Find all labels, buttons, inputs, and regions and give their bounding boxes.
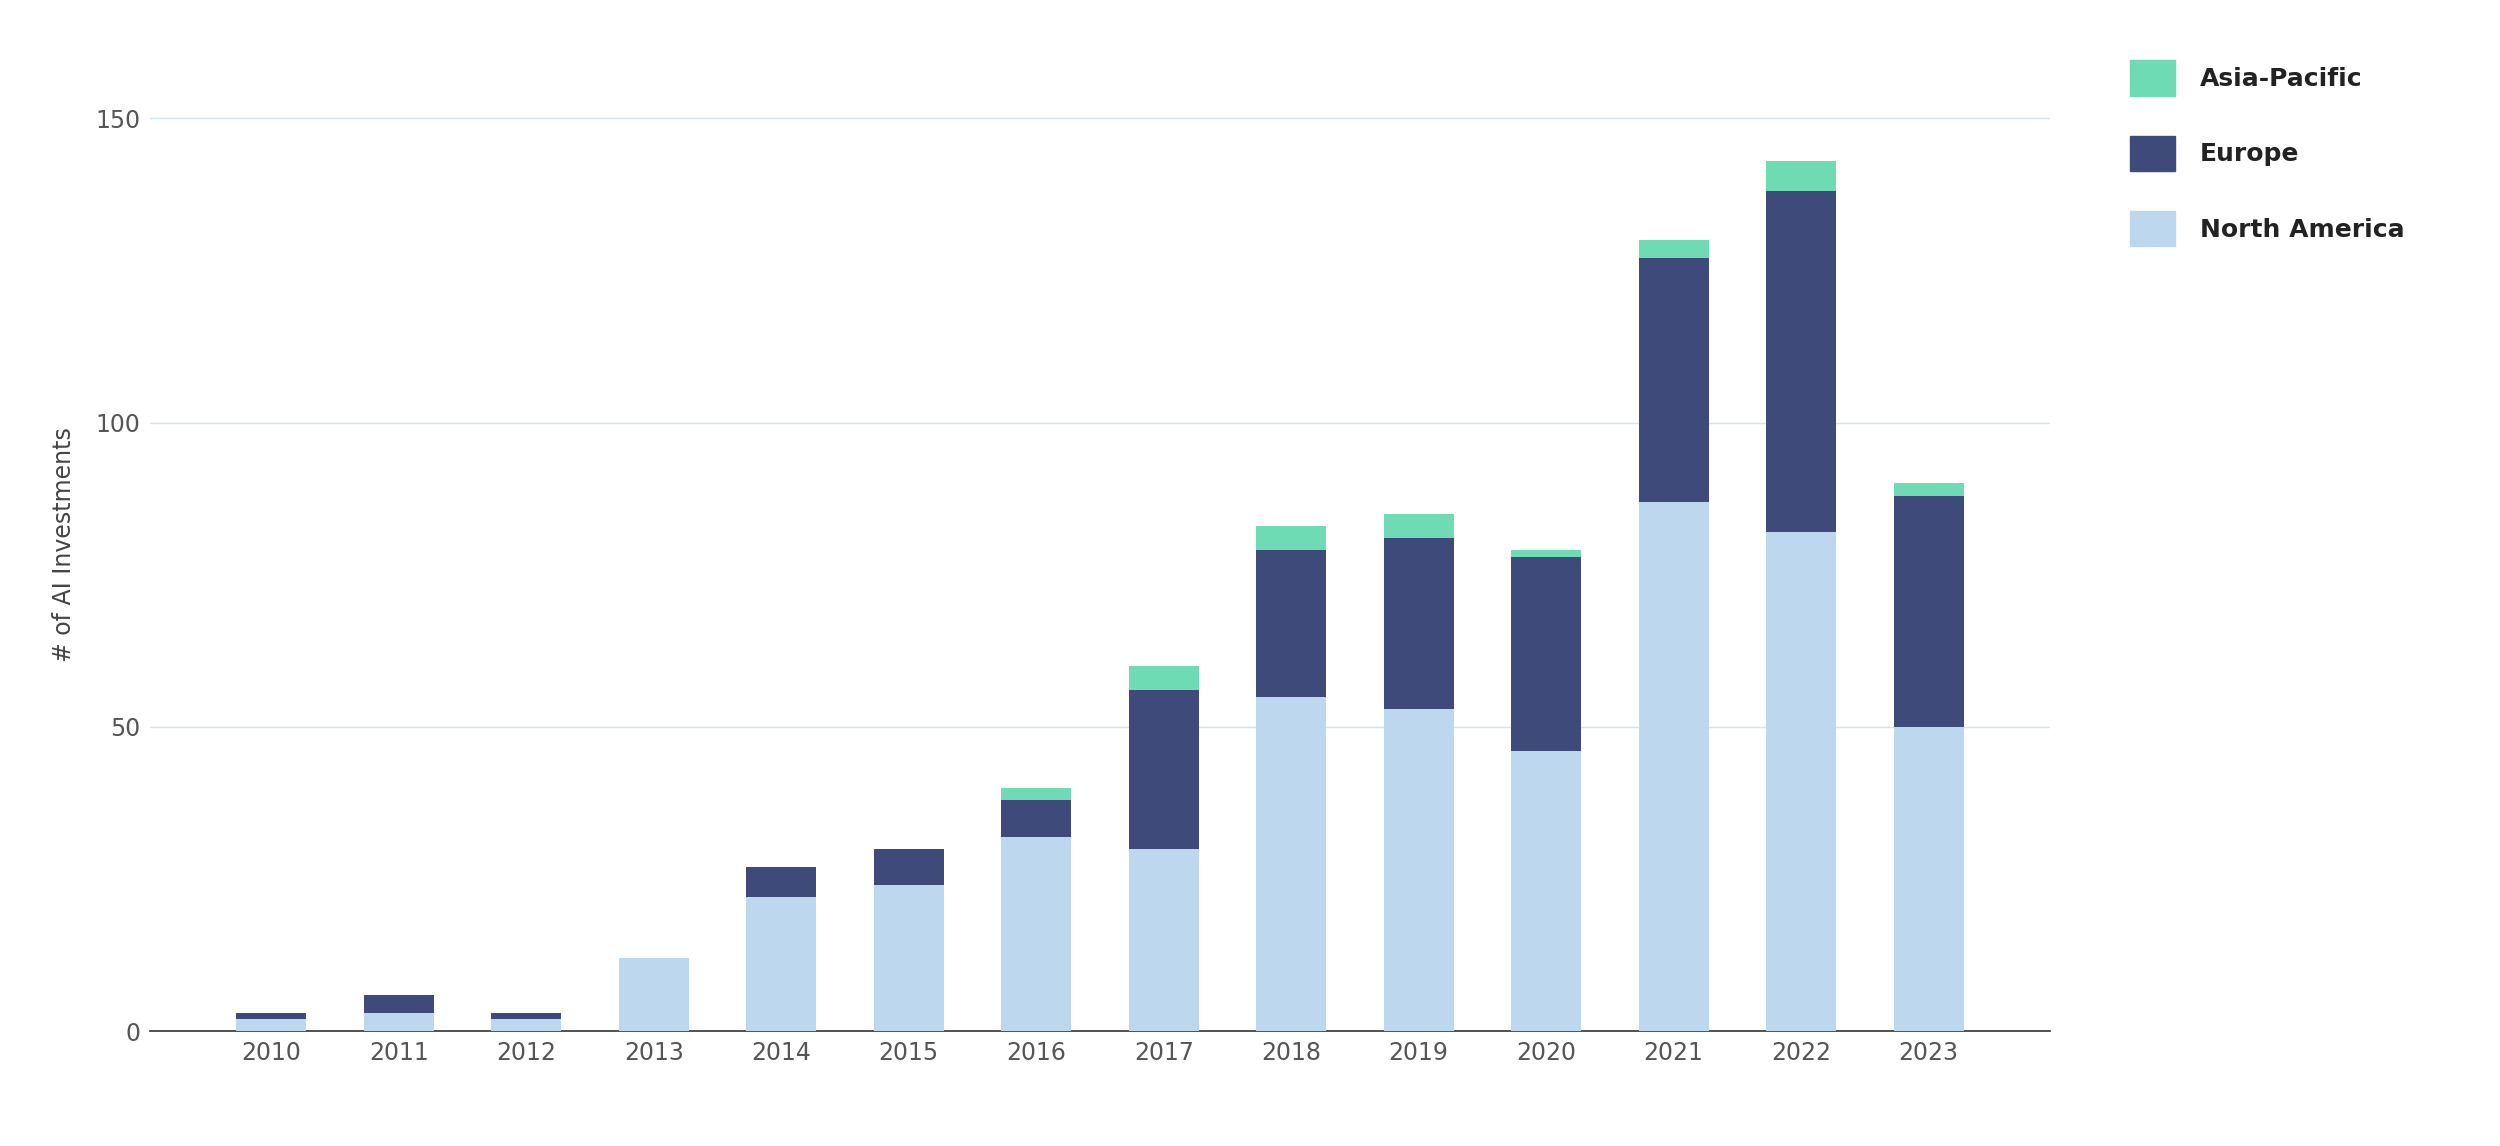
Bar — [1638, 502, 1708, 1031]
Y-axis label: # of AI Investments: # of AI Investments — [52, 427, 75, 661]
Bar — [1765, 532, 1835, 1031]
Bar — [1128, 666, 1200, 690]
Bar — [1255, 697, 1328, 1031]
Bar — [365, 995, 435, 1013]
Bar — [620, 958, 690, 1031]
Bar — [1892, 727, 1962, 1031]
Bar — [238, 1019, 308, 1031]
Bar — [238, 1013, 308, 1019]
Bar — [1638, 258, 1708, 502]
Bar — [1510, 550, 1580, 557]
Legend: Asia-Pacific, Europe, North America: Asia-Pacific, Europe, North America — [2120, 50, 2415, 257]
Bar — [492, 1019, 562, 1031]
Bar — [1510, 557, 1580, 752]
Bar — [872, 849, 945, 885]
Bar — [1383, 539, 1452, 708]
Bar — [872, 885, 945, 1031]
Bar — [748, 897, 818, 1031]
Bar — [1000, 800, 1072, 837]
Bar — [1638, 240, 1708, 258]
Bar — [1765, 191, 1835, 532]
Bar — [1255, 526, 1328, 550]
Bar — [1892, 495, 1962, 727]
Bar — [1000, 788, 1072, 800]
Bar — [492, 1013, 562, 1019]
Bar — [1000, 837, 1072, 1031]
Bar — [1892, 484, 1962, 495]
Bar — [1765, 160, 1835, 191]
Bar — [1510, 752, 1580, 1031]
Bar — [1255, 550, 1328, 697]
Bar — [1383, 708, 1452, 1031]
Bar — [748, 868, 818, 897]
Bar — [1128, 690, 1200, 849]
Bar — [1383, 513, 1452, 539]
Bar — [1128, 849, 1200, 1031]
Bar — [365, 1013, 435, 1031]
